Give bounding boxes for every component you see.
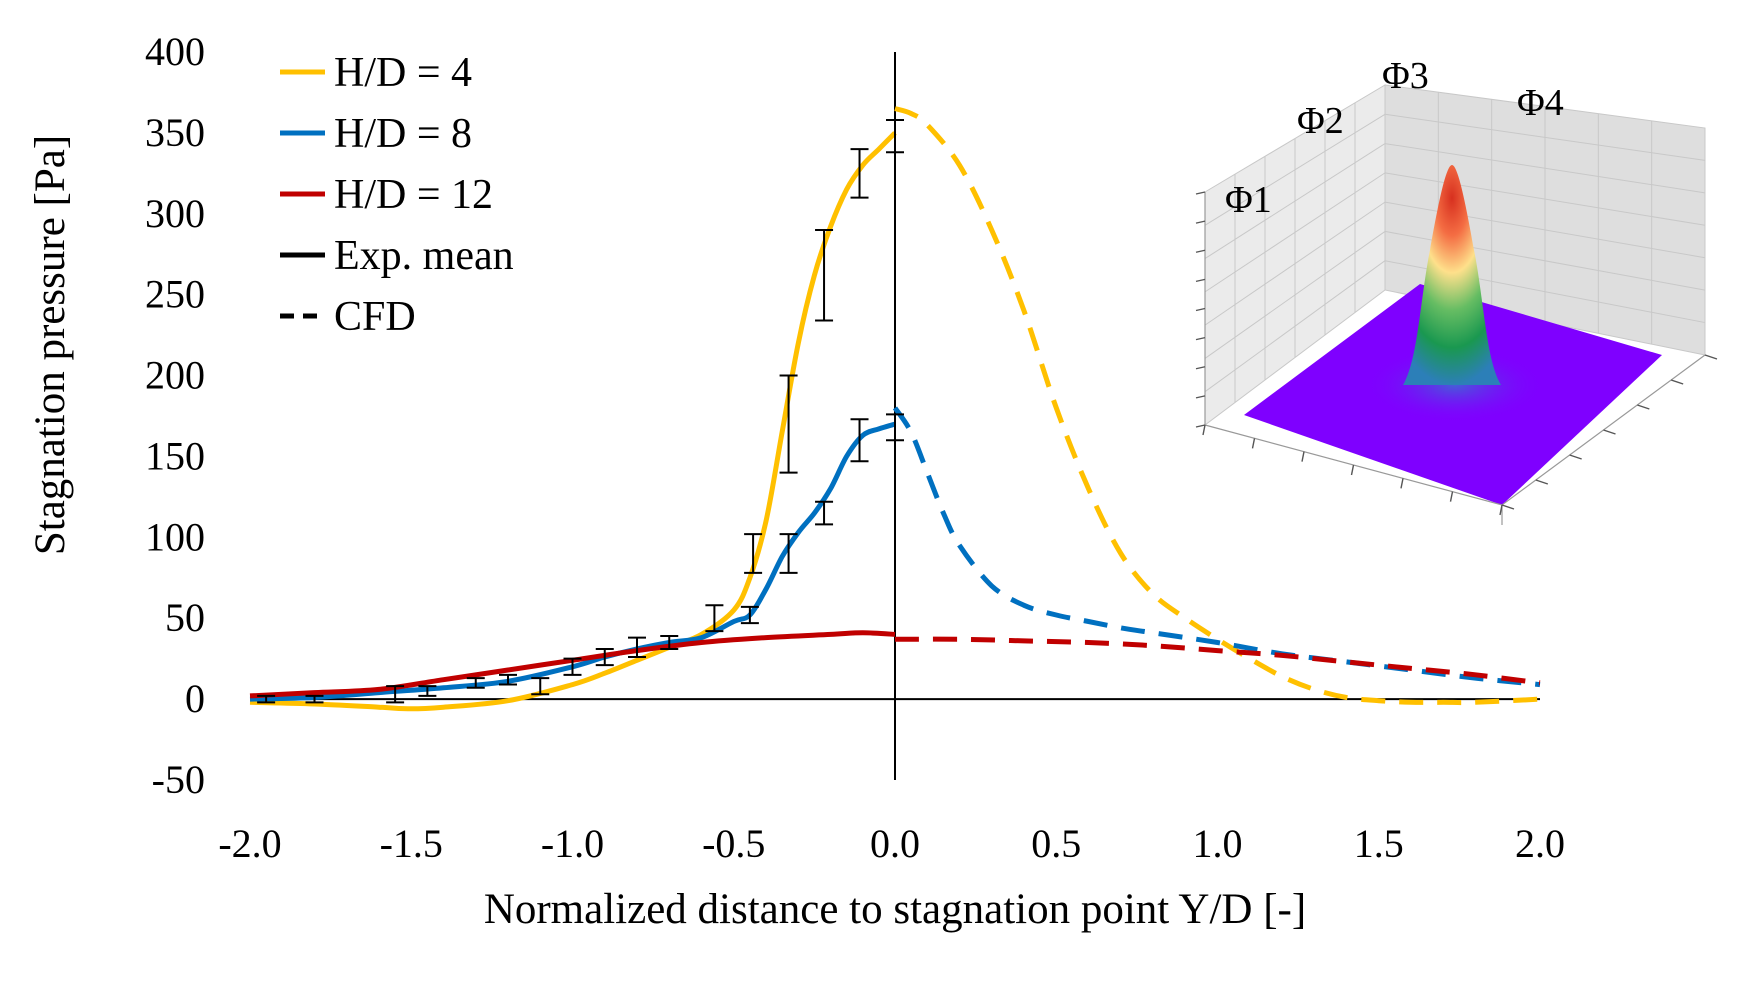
- inset-label-phi4: Φ4: [1517, 82, 1564, 124]
- x-tick-label: 0.5: [1031, 821, 1081, 866]
- y-tick-label: 200: [145, 353, 205, 398]
- legend: H/D = 4 H/D = 8 H/D = 12 Exp. mean CFD: [280, 50, 514, 340]
- series-line-h-d-8-cfd: [892, 406, 1541, 688]
- series-line-h-d-4-cfd: [894, 106, 1541, 706]
- x-tick-label: -1.5: [380, 821, 443, 866]
- error-bar: [779, 533, 798, 574]
- y-tick-label: 0: [185, 676, 205, 721]
- error-bar: [466, 677, 485, 689]
- series-line-h-d-12-cfd: [894, 636, 1541, 686]
- error-bar: [305, 694, 324, 704]
- error-bar: [850, 418, 869, 463]
- error-bar: [850, 148, 869, 199]
- y-tick-label: 100: [145, 514, 205, 559]
- x-tick-label: 1.5: [1354, 821, 1404, 866]
- error-bar: [660, 635, 679, 650]
- error-bar: [779, 374, 798, 474]
- x-tick-label: -1.0: [541, 821, 604, 866]
- legend-label: H/D = 8: [334, 111, 472, 157]
- y-tick-label: 250: [145, 272, 205, 317]
- y-axis-label: Stagnation pressure [Pa]: [27, 135, 74, 555]
- error-bar: [886, 413, 904, 442]
- error-bar: [418, 685, 437, 697]
- legend-item: H/D = 4: [280, 50, 472, 96]
- inset-label-phi1: Φ1: [1225, 179, 1272, 221]
- inset-3d-surface: Φ1 Φ2 Φ3 Φ4: [1195, 55, 1718, 525]
- error-bar: [628, 636, 646, 659]
- legend-item: Exp. mean: [280, 233, 514, 279]
- error-bar: [595, 647, 614, 667]
- x-tick-label: 0.0: [870, 821, 920, 866]
- legend-item: CFD: [280, 294, 416, 340]
- series-layer: [249, 106, 1541, 712]
- error-bar: [815, 228, 834, 322]
- inset-peak: [1403, 165, 1501, 385]
- error-bar: [563, 657, 582, 676]
- x-tick-label: -0.5: [702, 821, 765, 866]
- error-bar: [531, 677, 550, 696]
- error-bar: [705, 604, 724, 633]
- series-line-h-d-12-exp-mean: [249, 630, 896, 699]
- legend-label: CFD: [334, 294, 416, 340]
- legend-label: H/D = 4: [334, 50, 472, 96]
- x-tick-label: 1.0: [1193, 821, 1243, 866]
- error-bar: [257, 694, 276, 704]
- error-bar: [744, 533, 763, 574]
- y-tick-labels: -50 0 50 100 150 200 250 300 350 400: [145, 29, 205, 802]
- series-line-h-d-8-exp-mean: [249, 421, 896, 702]
- error-bar: [886, 118, 904, 154]
- y-tick-label: 150: [145, 433, 205, 478]
- error-bars: [257, 118, 904, 704]
- y-tick-label: 50: [165, 595, 205, 640]
- legend-item: H/D = 8: [280, 111, 472, 157]
- x-tick-label: 2.0: [1515, 821, 1565, 866]
- inset-ticks-right: [1195, 191, 1718, 516]
- inset-label-phi2: Φ2: [1297, 100, 1344, 142]
- x-tick-label: -2.0: [218, 821, 281, 866]
- y-tick-label: 400: [145, 29, 205, 74]
- x-tick-labels: -2.0 -1.5 -1.0 -0.5 0.0 0.5 1.0 1.5 2.0: [218, 821, 1565, 866]
- y-tick-label: 350: [145, 110, 205, 155]
- error-bar: [499, 673, 517, 686]
- x-axis-label: Normalized distance to stagnation point …: [484, 886, 1306, 933]
- series-line-h-d-4-exp-mean: [249, 131, 897, 712]
- inset-label-phi3: Φ3: [1382, 55, 1429, 97]
- y-tick-label: -50: [152, 757, 205, 802]
- legend-label: Exp. mean: [334, 233, 514, 279]
- error-bar: [740, 605, 759, 625]
- error-bar: [386, 685, 405, 704]
- legend-label: H/D = 12: [334, 172, 493, 218]
- error-bar: [815, 500, 834, 526]
- y-tick-label: 300: [145, 191, 205, 236]
- legend-item: H/D = 12: [280, 172, 493, 218]
